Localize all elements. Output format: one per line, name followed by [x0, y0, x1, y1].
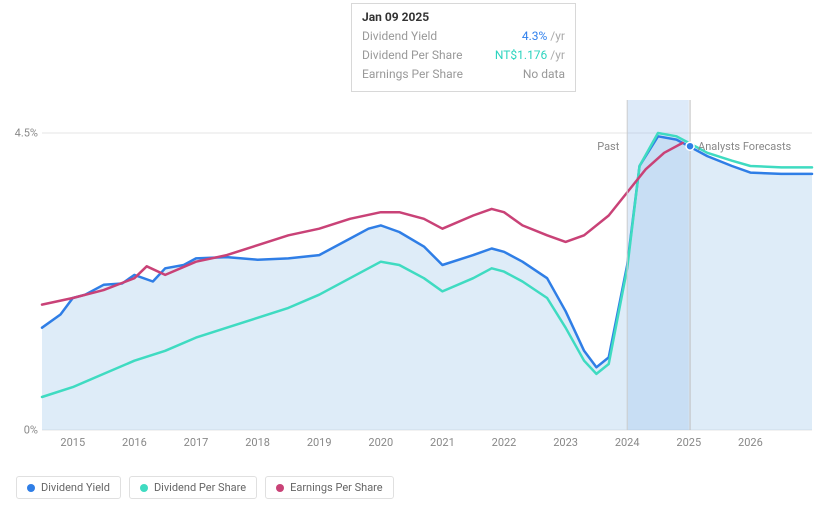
tooltip-date: Jan 09 2025 — [362, 10, 565, 24]
y-tick-label: 0% — [8, 424, 38, 437]
tooltip-row-dy: Dividend Yield 4.3%/yr — [362, 27, 565, 46]
tooltip-label-eps: Earnings Per Share — [362, 65, 463, 84]
legend-label: Dividend Yield — [41, 481, 110, 494]
tooltip-row-eps: Earnings Per Share No data — [362, 65, 565, 84]
legend-dot-icon — [276, 484, 284, 492]
tooltip-label-dps: Dividend Per Share — [362, 46, 463, 65]
legend-dot-icon — [140, 484, 148, 492]
legend-item[interactable]: Dividend Yield — [16, 476, 121, 499]
x-tick-label: 2021 — [430, 436, 455, 449]
x-tick-label: 2020 — [368, 436, 393, 449]
chart-tooltip: Jan 09 2025 Dividend Yield 4.3%/yr Divid… — [351, 3, 576, 92]
forecast-label: Analysts Forecasts — [698, 140, 791, 153]
tooltip-label-dy: Dividend Yield — [362, 27, 437, 46]
tooltip-row-dps: Dividend Per Share NT$1.176/yr — [362, 46, 565, 65]
tooltip-value-dps: NT$1.176 — [495, 48, 547, 62]
plot-area[interactable]: 4.5%0% 201520162017201820192020202120222… — [42, 100, 812, 430]
legend: Dividend Yield Dividend Per Share Earnings… — [16, 476, 394, 499]
x-tick-label: 2026 — [738, 436, 763, 449]
x-tick-label: 2025 — [676, 436, 701, 449]
tooltip-unit-dps: /yr — [550, 48, 565, 62]
tooltip-value-dy: 4.3% — [522, 29, 547, 43]
tooltip-unit-dy: /yr — [550, 29, 565, 43]
legend-label: Earnings Per Share — [290, 481, 383, 494]
chart-container: Jan 09 2025 Dividend Yield 4.3%/yr Divid… — [0, 0, 821, 508]
legend-item[interactable]: Earnings Per Share — [265, 476, 394, 499]
tooltip-value-eps: No data — [523, 65, 565, 84]
x-tick-label: 2015 — [60, 436, 85, 449]
x-tick-label: 2022 — [492, 436, 517, 449]
x-tick-label: 2016 — [122, 436, 147, 449]
x-tick-label: 2023 — [553, 436, 578, 449]
y-tick-label: 4.5% — [8, 127, 38, 140]
legend-item[interactable]: Dividend Per Share — [129, 476, 257, 499]
x-tick-label: 2024 — [615, 436, 640, 449]
legend-dot-icon — [27, 484, 35, 492]
x-tick-label: 2018 — [245, 436, 270, 449]
x-tick-label: 2019 — [307, 436, 332, 449]
x-tick-label: 2017 — [184, 436, 209, 449]
chart-svg — [42, 100, 812, 430]
past-label: Past — [597, 140, 619, 153]
legend-label: Dividend Per Share — [154, 481, 246, 494]
